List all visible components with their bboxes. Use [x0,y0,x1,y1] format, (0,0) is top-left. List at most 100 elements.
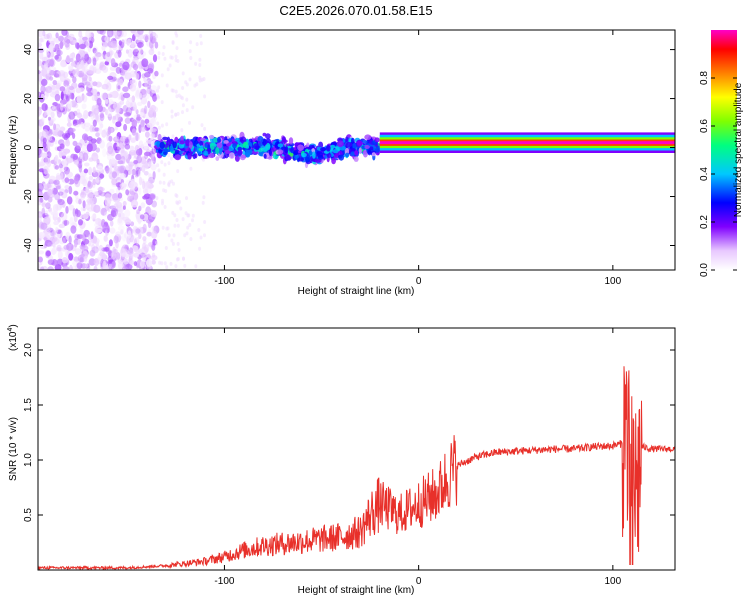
spectrogram-y-label: Frequency (Hz) [8,116,19,185]
heatmap-cell [76,112,82,119]
spectrogram-x-tick-label: 100 [605,276,622,287]
heatmap-cell [175,46,179,51]
heatmap-cell [57,191,64,196]
heatmap-cell [116,82,121,92]
heatmap-cell [189,237,193,241]
heatmap-cell [55,83,61,90]
heatmap-cell [111,158,116,165]
heatmap-cell [266,142,271,151]
heatmap-cell [367,149,372,156]
heatmap-cell [38,250,45,255]
heatmap-cell [84,53,90,62]
heatmap-cell [39,51,44,60]
heatmap-cell [109,220,114,227]
heatmap-cell [146,160,154,165]
heatmap-cell [117,216,123,224]
heatmap-cell [228,152,235,159]
heatmap-cell [157,85,161,90]
heatmap-cell [98,125,102,135]
heatmap-cell [185,231,189,236]
heatmap-cell [42,55,48,63]
heatmap-cell [68,252,74,261]
heatmap-cell [64,185,70,190]
heatmap-cell [99,113,105,122]
heatmap-cell [46,32,53,40]
heatmap-cell [175,94,179,99]
heatmap-cell [85,40,90,48]
heatmap-cell [167,233,171,238]
heatmap-cell [125,100,130,107]
heatmap-cell [350,151,356,156]
heatmap-cell [80,122,84,128]
heatmap-cell [308,150,313,156]
heatmap-cell [109,91,116,98]
heatmap-cell [138,205,142,212]
heatmap-cell [198,63,202,67]
heatmap-cell [142,188,149,195]
heatmap-cell [93,50,99,57]
heatmap-cell [38,213,41,219]
spectrogram-y-tick-label: -40 [23,238,34,253]
heatmap-cell [62,237,66,244]
heatmap-cell [90,110,96,116]
heatmap-cell [84,186,90,193]
heatmap-cell [151,252,156,258]
heatmap-cell [103,211,108,217]
heatmap-cell [129,83,136,92]
heatmap-cell [134,186,138,192]
heatmap-cell [113,31,120,36]
heatmap-cell [65,171,74,178]
heatmap-cell [65,231,71,241]
heatmap-cell [98,244,104,252]
heatmap-cell [263,153,267,159]
heatmap-cell [135,169,141,177]
heatmap-cell [79,191,87,198]
heatmap-cell [53,179,60,186]
heatmap-cell [78,87,85,92]
heatmap-cell [140,119,145,128]
heatmap-cell [138,80,142,89]
heatmap-cell [107,103,112,111]
snr-y-tick-label: 1.5 [23,398,34,412]
heatmap-cell [150,37,156,44]
heatmap-cell [38,107,42,116]
heatmap-cell [105,167,111,174]
heatmap-cell [48,133,53,141]
heatmap-cell [135,92,143,99]
heatmap-cell [109,227,116,234]
heatmap-cell [43,34,50,40]
heatmap-cell [75,42,80,49]
heatmap-cell [133,261,137,267]
heatmap-cell [122,105,129,112]
heatmap-cell [175,218,179,222]
heatmap-cell [126,97,134,103]
heatmap-cell [104,246,110,252]
heatmap-cell [73,213,78,223]
heatmap-cell [122,61,130,71]
heatmap-cell [151,131,158,138]
heatmap-cell [136,114,141,119]
heatmap-cell [96,30,104,35]
heatmap-cell [156,94,160,99]
heatmap-cell [93,258,100,266]
heatmap-cell [100,207,107,216]
heatmap-cell [139,112,144,117]
heatmap-cell [92,166,96,174]
heatmap-cell [109,188,115,194]
heatmap-cell [38,131,44,140]
heatmap-cell [135,73,140,80]
heatmap-cell [47,259,55,266]
heatmap-cell [189,166,193,171]
heatmap-cell [68,65,74,72]
heatmap-cell [44,210,49,216]
heatmap-cell [188,49,192,54]
heatmap-cell [130,187,135,197]
heatmap-cell [174,112,178,117]
heatmap-cell [157,168,161,173]
heatmap-cell [53,73,60,78]
heatmap-cell [202,195,206,200]
heatmap-cell [124,143,131,150]
heatmap-cell [135,166,141,175]
heatmap-cell [117,93,122,101]
heatmap-cell [147,161,153,167]
